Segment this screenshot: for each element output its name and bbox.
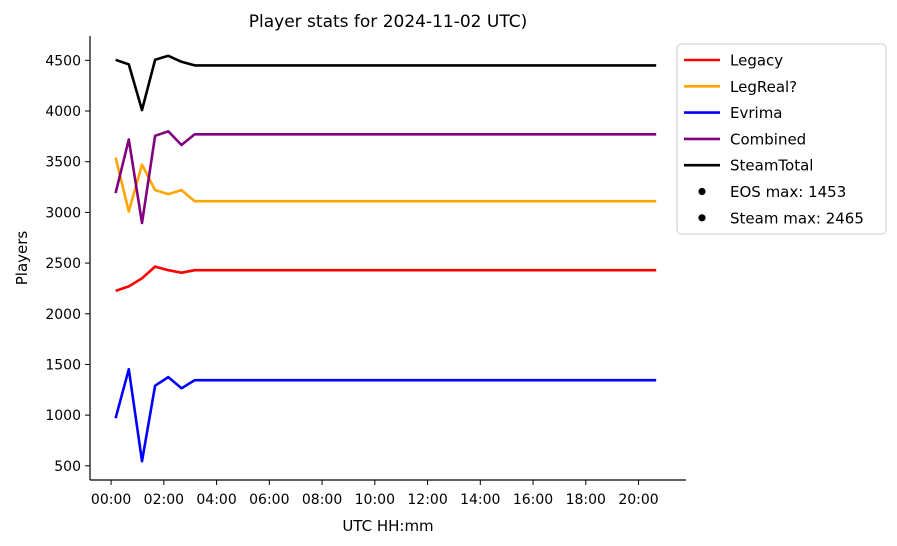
x-tick-label: 08:00 (302, 492, 342, 508)
y-tick-label: 1500 (45, 357, 81, 373)
y-tick-label: 1000 (45, 408, 81, 424)
x-tick-label: 04:00 (196, 492, 236, 508)
y-tick-label: 2000 (45, 307, 81, 323)
legend-label: SteamTotal (730, 157, 813, 175)
x-axis-ticks: 00:00 02:00 04:00 06:00 08:00 10:00 12:00 14:00… (91, 480, 659, 508)
series-line-steamtotal (115, 54, 657, 112)
plot-area (114, 54, 657, 463)
x-tick-label: 06:00 (249, 492, 289, 508)
series-line-legacy (115, 265, 657, 293)
x-tick-label: 14:00 (460, 492, 500, 508)
y-axis-label: Players (13, 231, 31, 286)
series-line-legreal (114, 157, 657, 213)
x-tick-label: 10:00 (355, 492, 395, 508)
x-tick-label: 18:00 (566, 492, 606, 508)
x-axis-label: UTC HH:mm (342, 517, 433, 535)
y-tick-label: 4000 (45, 104, 81, 120)
series-line-evrima (114, 367, 657, 463)
legend-label: Legacy (730, 52, 783, 70)
y-tick-label: 3000 (45, 205, 81, 221)
y-tick-label: 3500 (45, 155, 81, 171)
y-tick-label: 4500 (45, 53, 81, 69)
series-line-combined (114, 130, 657, 225)
legend-label: EOS max: 1453 (730, 183, 846, 201)
y-axis-ticks: 500 1000 1500 2000 2500 3000 3500 4000 4500 (45, 53, 90, 475)
legend: Legacy LegReal? Evrima Combined SteamTotal EO… (676, 43, 887, 235)
legend-label: Combined (730, 130, 806, 148)
legend-label: Evrima (730, 104, 783, 122)
y-tick-label: 2500 (45, 256, 81, 272)
x-tick-label: 12:00 (407, 492, 447, 508)
x-tick-label: 00:00 (91, 492, 131, 508)
legend-dot-marker (698, 214, 706, 222)
y-tick-label: 500 (54, 459, 81, 475)
legend-dot-marker (698, 187, 706, 196)
x-tick-label: 02:00 (144, 492, 184, 508)
x-tick-label: 20:00 (618, 492, 658, 508)
x-tick-label: 16:00 (513, 492, 553, 508)
legend-label: LegReal? (730, 78, 797, 96)
chart-title: Player stats for 2024-11-02 UTC) (249, 12, 527, 32)
legend-frame (676, 43, 887, 235)
legend-label: Steam max: 2465 (730, 209, 864, 227)
